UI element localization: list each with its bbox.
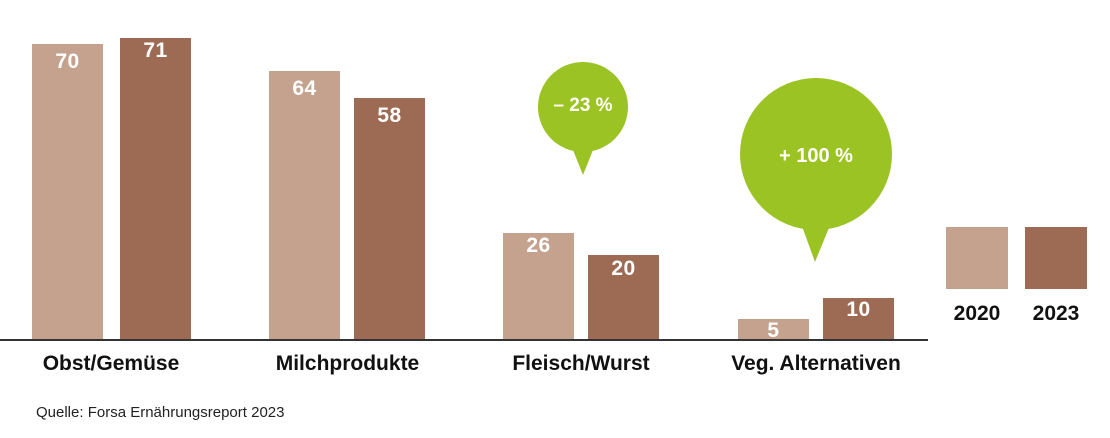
bar-value: 20 [611,257,636,280]
bar-value: 64 [292,77,317,100]
bar-value: 26 [526,234,551,257]
legend-label-2020: 2020 [953,302,1001,325]
bar-value: 10 [846,298,871,321]
bar-veg-2023: 10 [823,298,894,340]
bar-obst-2023: 71 [120,38,191,340]
bar-value: 70 [55,50,80,73]
bubble-text: – 23 % [553,95,613,116]
category-label-fleisch: Fleisch/Wurst [512,352,650,375]
bar-value: 71 [143,39,168,62]
bar-value: 5 [767,319,780,342]
annotation-bubble-veg: + 100 % [739,78,893,264]
annotation-bubble-fleisch: – 23 % [537,61,629,177]
speech-bubble-icon [740,78,892,262]
bar-veg-2020: 5 [738,319,809,342]
bar-fleisch-2020: 26 [503,233,574,340]
bubble-text: + 100 % [779,145,853,167]
bar-obst-2020: 70 [32,44,103,340]
bar-milch-2020: 64 [269,71,340,340]
category-label-obst: Obst/Gemüse [42,352,180,375]
bar-value: 58 [377,104,402,127]
bar-milch-2023: 58 [354,98,425,340]
bar-fleisch-2023: 20 [588,255,659,340]
category-label-veg: Veg. Alternativen [731,352,901,375]
x-axis-line [0,339,928,341]
speech-bubble-icon [538,62,628,175]
legend-swatch-2020 [946,227,1008,289]
legend-label-2023: 2023 [1032,302,1080,325]
category-label-milch: Milchprodukte [275,352,420,375]
source-note: Quelle: Forsa Ernährungsreport 2023 [36,404,285,421]
legend-swatch-2023 [1025,227,1087,289]
